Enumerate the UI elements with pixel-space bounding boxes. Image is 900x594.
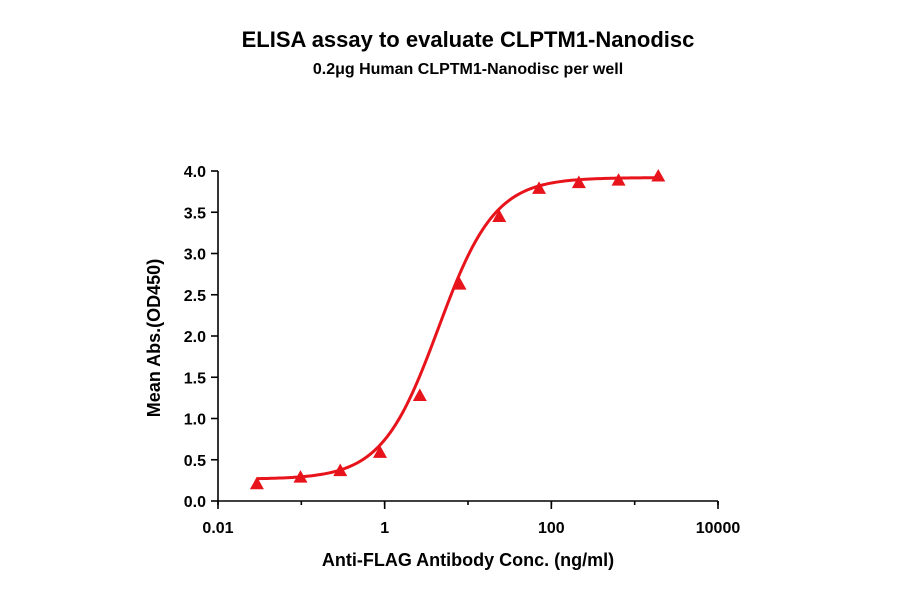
data-point (651, 168, 666, 182)
x-tick-label: 0.01 (202, 520, 233, 537)
data-point (532, 181, 547, 194)
y-tick-label: 0.0 (184, 494, 206, 511)
y-axis: 0.0 0.5 1.0 1.5 2.0 2.5 3.0 3.5 4.0 (184, 164, 219, 511)
data-points-layer (249, 168, 666, 490)
y-tick-label: 3.0 (184, 247, 206, 264)
x-tick-label: 100 (538, 520, 565, 537)
x-axis-label: Anti-FLAG Antibody Conc. (ng/ml) (322, 550, 614, 570)
data-point (492, 209, 507, 222)
data-point (571, 175, 586, 189)
data-point (611, 173, 626, 186)
chart-subtitle: 0.2μg Human CLPTM1-Nanodisc per well (313, 61, 623, 78)
data-point (412, 388, 427, 401)
x-axis: 0.01 1 100 10000 (202, 500, 741, 537)
fit-curve-layer (256, 176, 659, 481)
y-tick-label: 1.0 (184, 412, 206, 429)
y-tick-label: 1.5 (184, 370, 206, 387)
fit-curve (256, 176, 659, 481)
data-point (293, 470, 308, 483)
y-tick-label: 3.5 (184, 205, 206, 222)
y-axis-label: Mean Abs.(OD450) (144, 259, 164, 417)
y-tick-label: 2.5 (184, 288, 206, 305)
data-point (452, 277, 467, 290)
y-tick-label: 0.5 (184, 453, 206, 470)
y-tick-label: 4.0 (184, 164, 206, 181)
chart-title: ELISA assay to evaluate CLPTM1-Nanodisc (242, 27, 695, 52)
y-tick-label: 2.0 (184, 329, 206, 346)
x-tick-label: 10000 (696, 520, 741, 537)
data-point (249, 476, 264, 490)
x-tick-label: 1 (380, 520, 389, 537)
data-point (372, 445, 387, 458)
data-point (333, 463, 348, 477)
